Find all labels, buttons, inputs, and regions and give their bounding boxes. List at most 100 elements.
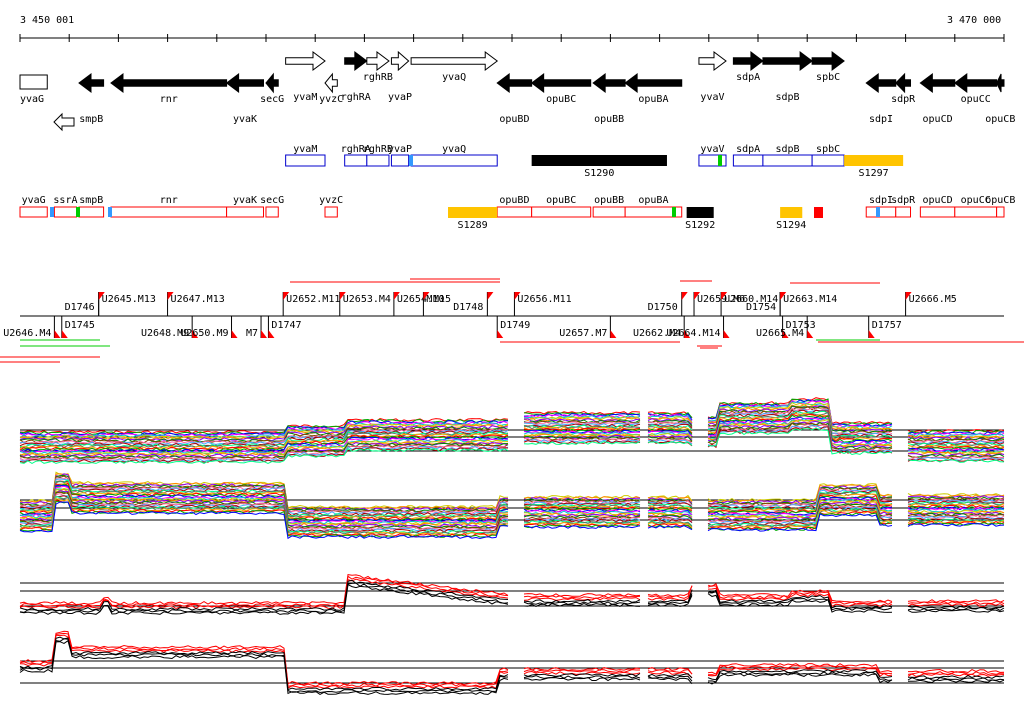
marker-bottom-D1745: D1745 (61, 316, 95, 338)
marker-flag (905, 292, 912, 300)
expression-line (19, 416, 1005, 453)
tu-box (895, 206, 912, 218)
gene-ssrA (53, 112, 75, 132)
gene-arrow-rnr (110, 73, 228, 93)
segment-label: S1294 (776, 220, 806, 231)
marker-bottom-U2662.M4: U2662.M4 (633, 316, 691, 339)
gene-opuBB: opuBB (592, 73, 626, 125)
expression-line (19, 402, 1005, 440)
marker-label: U2664.M14 (666, 328, 720, 339)
tu-box (811, 154, 845, 167)
tu-red-opuBC: opuBC (531, 195, 592, 218)
tu-box (53, 206, 78, 218)
coordinate-axis: 3 450 001 3 470 000 (19, 15, 1005, 42)
marker-label: U2663.M14 (783, 294, 837, 305)
expression-line (19, 632, 1005, 688)
tu-blue-sdpB: sdpB (762, 144, 813, 167)
marker-flag (98, 292, 105, 300)
marker-bottom-U2665.M4: U2665.M4 (756, 316, 814, 339)
tu-box (344, 154, 368, 167)
marker-flag (393, 292, 400, 300)
marker-top-U2645.M13: U2645.M13 (98, 292, 156, 316)
expression-line (19, 411, 1005, 449)
marker-top-D1750: D1750 (648, 292, 688, 316)
tu-blue-rghRB: rghRB (363, 144, 393, 167)
tu-box (865, 206, 897, 218)
tu-label: opuBC (546, 195, 576, 206)
marker-bottom-M7: M7 (246, 316, 268, 339)
tu-box (762, 154, 813, 167)
marker-bottom-D1753: D1753 (782, 316, 816, 338)
marker-flag (339, 292, 346, 300)
marker-label: U2660.M14 (724, 294, 778, 305)
tu-red-yvzC: yvzC (319, 195, 343, 218)
tu-red-yvaG: yvaG (19, 195, 48, 218)
marker-top-D1748: D1748 (453, 292, 494, 316)
tu-start-marker (50, 207, 54, 217)
expression-line (19, 407, 1005, 445)
marker-label: U2648.M9 (141, 328, 189, 339)
marker-flag (694, 292, 701, 300)
marker-top-U2647.M13: U2647.M13 (167, 292, 225, 316)
gene-label-yvzC: yvzC (319, 94, 343, 105)
expression-line (19, 501, 1005, 540)
segment-S1290: S1290 (531, 155, 667, 179)
gene-sdpA: sdpA (732, 51, 764, 83)
gene-label-opuBC: opuBC (546, 94, 576, 105)
segment-label: S1289 (458, 220, 488, 231)
segment-label: S1297 (859, 168, 889, 179)
marker-label: U2657.M7 (559, 328, 607, 339)
marker-label: D1747 (271, 320, 301, 331)
gene-arrow-opuBA (624, 73, 683, 93)
marker-bottom-U2664.M14: U2664.M14 (666, 316, 730, 339)
marker-label: U2662.M4 (633, 328, 681, 339)
marker-label: U2646.M4 (3, 328, 51, 339)
tu-label: opuCC (961, 195, 991, 206)
expression-line (19, 423, 1005, 461)
tu-blue-spbC: spbC (811, 144, 845, 167)
tu-label: smpB (79, 195, 103, 206)
gene-arrow-yvaV (698, 51, 727, 71)
segment-S1294: S1294 (776, 207, 806, 231)
tu-start-marker (876, 207, 880, 217)
segment-box (686, 207, 714, 218)
gene-label-rnr: rnr (160, 94, 178, 105)
marker-flag (514, 292, 521, 300)
gene-opuCB: opuCB (985, 73, 1015, 125)
tu-red-opuBB: opuBB (592, 195, 626, 218)
gene-rnr: rnr (110, 73, 228, 105)
marker-bottom-D1757: D1757 (868, 316, 902, 338)
marker-label: U2654.M15 (397, 294, 451, 305)
gene-label-yvaQ: yvaQ (442, 72, 466, 83)
tu-start-marker (672, 207, 676, 217)
marker-flag (268, 330, 275, 338)
segment-box (844, 155, 904, 166)
tu-box (78, 206, 105, 218)
gene-label-rghRB: rghRB (363, 72, 393, 83)
marker-track: D1746 U2645.M13 U2647.M13 U2652.M11 U2653.M4… (0, 278, 1024, 363)
tu-box (698, 154, 727, 167)
gene-label-opuBA: opuBA (638, 94, 668, 105)
tu-blue-yvaP: yvaP (388, 144, 412, 167)
marker-top-U2654.M15: U2654.M15 (393, 292, 451, 316)
marker-label: D1754 (746, 302, 776, 313)
gene-arrow-secG (265, 72, 279, 94)
gene-sdpI: sdpI (865, 73, 897, 125)
gene-arrow-yvzC (324, 72, 338, 94)
gene-label-yvaP: yvaP (388, 92, 412, 103)
expression-panel-1 (19, 397, 1005, 464)
expression-line (19, 582, 1005, 614)
tu-label: yvaP (388, 144, 412, 155)
gene-arrow-opuCB (996, 73, 1005, 93)
expression-line (19, 495, 1005, 532)
marker-flag (423, 292, 430, 300)
expression-panel-4 (19, 630, 1005, 695)
gene-yvaM: yvaM (285, 51, 326, 103)
expression-line (19, 483, 1005, 522)
segment-box (448, 207, 498, 218)
gene-label-opuBD: opuBD (499, 114, 529, 125)
expression-line (19, 475, 1005, 514)
tu-start-marker (76, 207, 80, 217)
gene-arrow-opuBB (592, 73, 626, 93)
marker-list: D1746 U2645.M13 U2647.M13 U2652.M11 U2653.M4… (3, 292, 957, 339)
